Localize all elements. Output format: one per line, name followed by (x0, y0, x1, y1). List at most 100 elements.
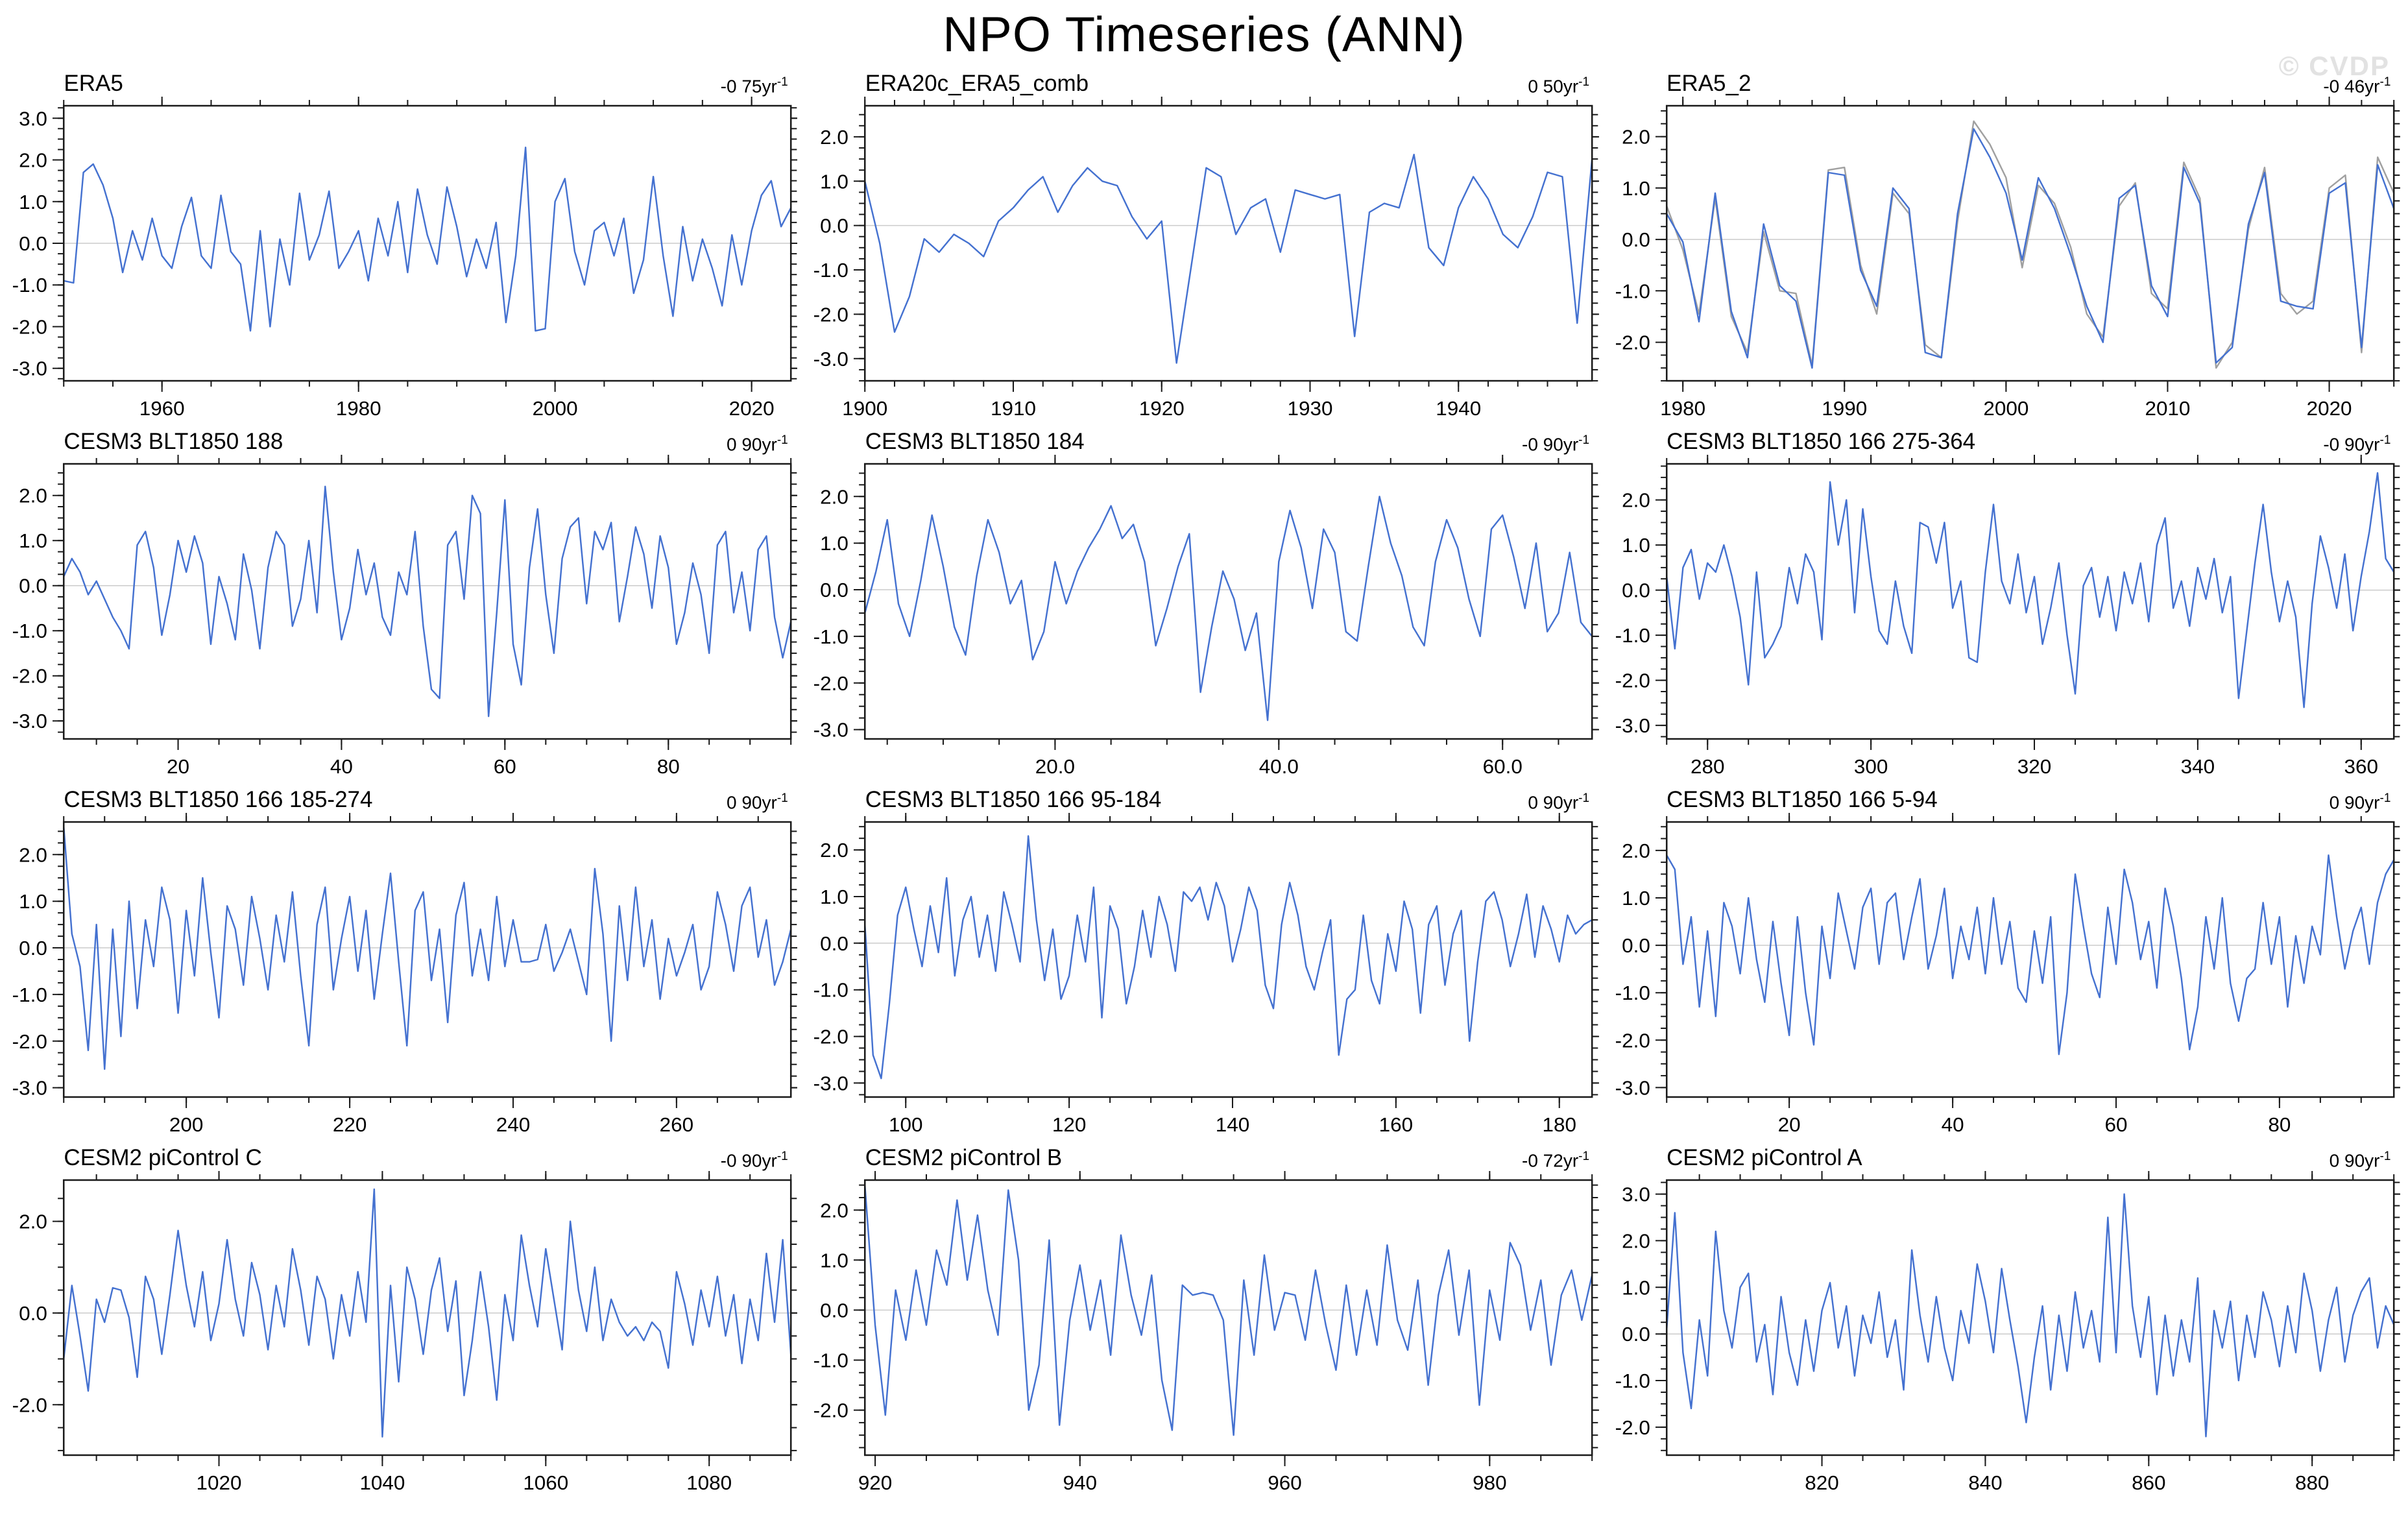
timeseries-chart: 200 220 240 260 2.0 1.0 0.0 -1.0 -2.0 -3.0 (12, 813, 798, 1136)
x-tick-label: 160 (1379, 1113, 1413, 1136)
y-tick-label: -2.0 (12, 665, 47, 688)
panel-trend-label: 0 90yr-1 (727, 791, 788, 813)
panel-trend-label: -0 75yr-1 (721, 75, 788, 97)
x-tick-label: 280 (1691, 755, 1724, 778)
plot-frame (1665, 463, 2395, 740)
trend-value: -0 46yr (2323, 76, 2380, 96)
panel-trend-label: 0 50yr-1 (1528, 75, 1589, 97)
trend-value: -0 90yr (1522, 434, 1579, 454)
y-tick-label: 1.0 (820, 171, 849, 193)
y-tick-label: 2.0 (820, 839, 849, 862)
y-tick-label: -2.0 (1615, 1030, 1650, 1052)
y-tick-label: 1.0 (1622, 1277, 1650, 1299)
y-tick-label: -3.0 (12, 357, 47, 380)
x-tick-label: 240 (496, 1113, 530, 1136)
trend-value: 0 50yr (1528, 76, 1579, 96)
y-tick-label: 0.0 (820, 215, 849, 237)
x-tick-label: 1020 (197, 1471, 242, 1494)
y-tick-label: -1.0 (813, 259, 849, 282)
series-line (63, 485, 792, 718)
trend-value: 0 90yr (2329, 792, 2380, 812)
y-tick-label: 2.0 (1622, 126, 1650, 149)
panel-header: CESM2 piControl C -0 90yr-1 (8, 1141, 797, 1171)
y-tick-label: -3.0 (813, 348, 849, 370)
x-tick-label: 40 (330, 755, 353, 778)
trend-exponent: -1 (777, 433, 788, 447)
timeseries-chart: 20 40 60 80 2.0 1.0 0.0 -1.0 -2.0 -3.0 (1615, 813, 2400, 1136)
y-tick-label: -1.0 (1615, 982, 1650, 1004)
trend-value: -0 72yr (1522, 1150, 1579, 1170)
trend-value: 0 90yr (727, 434, 777, 454)
x-tick-label: 140 (1216, 1113, 1249, 1136)
y-tick-label: -2.0 (12, 1394, 47, 1417)
x-tick-label: 80 (2268, 1113, 2291, 1136)
x-tick-label: 2010 (2145, 397, 2190, 420)
timeseries-panel: CESM3 BLT1850 188 0 90yr-1 20 40 60 80 2.0 1.… (8, 425, 798, 779)
series-line (1665, 854, 2395, 1056)
y-tick-label: 1.0 (19, 191, 47, 213)
panel-title: ERA20c_ERA5_comb (865, 71, 1089, 96)
x-tick-label: 200 (169, 1113, 203, 1136)
y-tick-label: -3.0 (1615, 714, 1650, 737)
timeseries-panel: CESM2 piControl A 0 90yr-1 820 840 860 880 3… (1611, 1141, 2400, 1495)
series-line (63, 1188, 792, 1438)
plot-frame (1665, 1179, 2395, 1456)
x-tick-label: 80 (657, 755, 680, 778)
x-tick-label: 960 (1268, 1471, 1302, 1494)
x-tick-label: 860 (2132, 1471, 2165, 1494)
y-tick-label: -1.0 (813, 1349, 849, 1372)
x-tick-label: 920 (858, 1471, 892, 1494)
trend-exponent: -1 (2379, 433, 2391, 447)
panel-header: CESM3 BLT1850 188 0 90yr-1 (8, 425, 797, 455)
y-tick-label: 0.0 (1622, 934, 1650, 957)
y-tick-label: -3.0 (813, 719, 849, 742)
x-tick-label: 60 (494, 755, 516, 778)
x-tick-label: 1040 (359, 1471, 405, 1494)
x-tick-label: 20 (1777, 1113, 1800, 1136)
x-tick-label: 820 (1805, 1471, 1838, 1494)
panel-title: CESM2 piControl C (64, 1145, 262, 1170)
panel-title: CESM3 BLT1850 166 275-364 (1667, 429, 1976, 454)
x-tick-label: 1990 (1822, 397, 1867, 420)
y-tick-label: -3.0 (12, 1077, 47, 1100)
panel-header: ERA5 -0 75yr-1 (8, 67, 797, 97)
x-tick-label: 2020 (2306, 397, 2352, 420)
y-tick-label: -2.0 (813, 1399, 849, 1422)
timeseries-panel: CESM3 BLT1850 166 95-184 0 90yr-1 100 120… (809, 783, 1599, 1137)
timeseries-panel: ERA5 -0 75yr-1 1960 1980 2000 2020 3.0 2.0 1.0… (8, 67, 798, 421)
y-tick-label: 0.0 (19, 937, 47, 960)
panel-trend-label: 0 90yr-1 (727, 433, 788, 455)
series-line (1665, 1193, 2395, 1438)
x-tick-label: 360 (2344, 755, 2378, 778)
series-line (864, 153, 1593, 364)
y-tick-label: 2.0 (820, 1200, 849, 1222)
y-tick-label: 0.0 (820, 579, 849, 601)
timeseries-chart: 920 940 960 980 2.0 1.0 0.0 -1.0 -2.0 (813, 1171, 1599, 1494)
y-tick-label: -2.0 (813, 1026, 849, 1048)
x-tick-label: 840 (1968, 1471, 2002, 1494)
panel-title: CESM3 BLT1850 166 185-274 (64, 787, 373, 812)
x-tick-label: 2000 (533, 397, 578, 420)
x-tick-label: 2020 (729, 397, 775, 420)
panel-header: CESM2 piControl A 0 90yr-1 (1611, 1141, 2400, 1171)
panel-title: CESM3 BLT1850 184 (865, 429, 1085, 454)
trend-exponent: -1 (2379, 1149, 2391, 1163)
cvdp-watermark: © CVDP (2278, 51, 2390, 81)
timeseries-panel: CESM2 piControl C -0 90yr-1 1020 1040 1060… (8, 1141, 798, 1495)
y-tick-label: 1.0 (1622, 534, 1650, 557)
y-tick-label: 2.0 (19, 1211, 47, 1233)
x-tick-label: 1960 (139, 397, 185, 420)
panel-trend-label: -0 90yr-1 (721, 1150, 788, 1171)
x-tick-label: 940 (1063, 1471, 1097, 1494)
y-tick-label: 0.0 (820, 932, 849, 955)
series-line (1665, 472, 2395, 708)
y-tick-label: 3.0 (19, 108, 47, 130)
timeseries-panel: CESM3 BLT1850 166 185-274 0 90yr-1 200 22… (8, 783, 798, 1137)
y-tick-label: 1.0 (1622, 887, 1650, 910)
y-tick-label: -2.0 (12, 316, 47, 339)
x-tick-label: 20 (167, 755, 189, 778)
plot-frame (1665, 821, 2395, 1098)
plot-frame (864, 463, 1593, 740)
y-tick-label: 2.0 (1622, 489, 1650, 512)
x-tick-label: 100 (889, 1113, 922, 1136)
